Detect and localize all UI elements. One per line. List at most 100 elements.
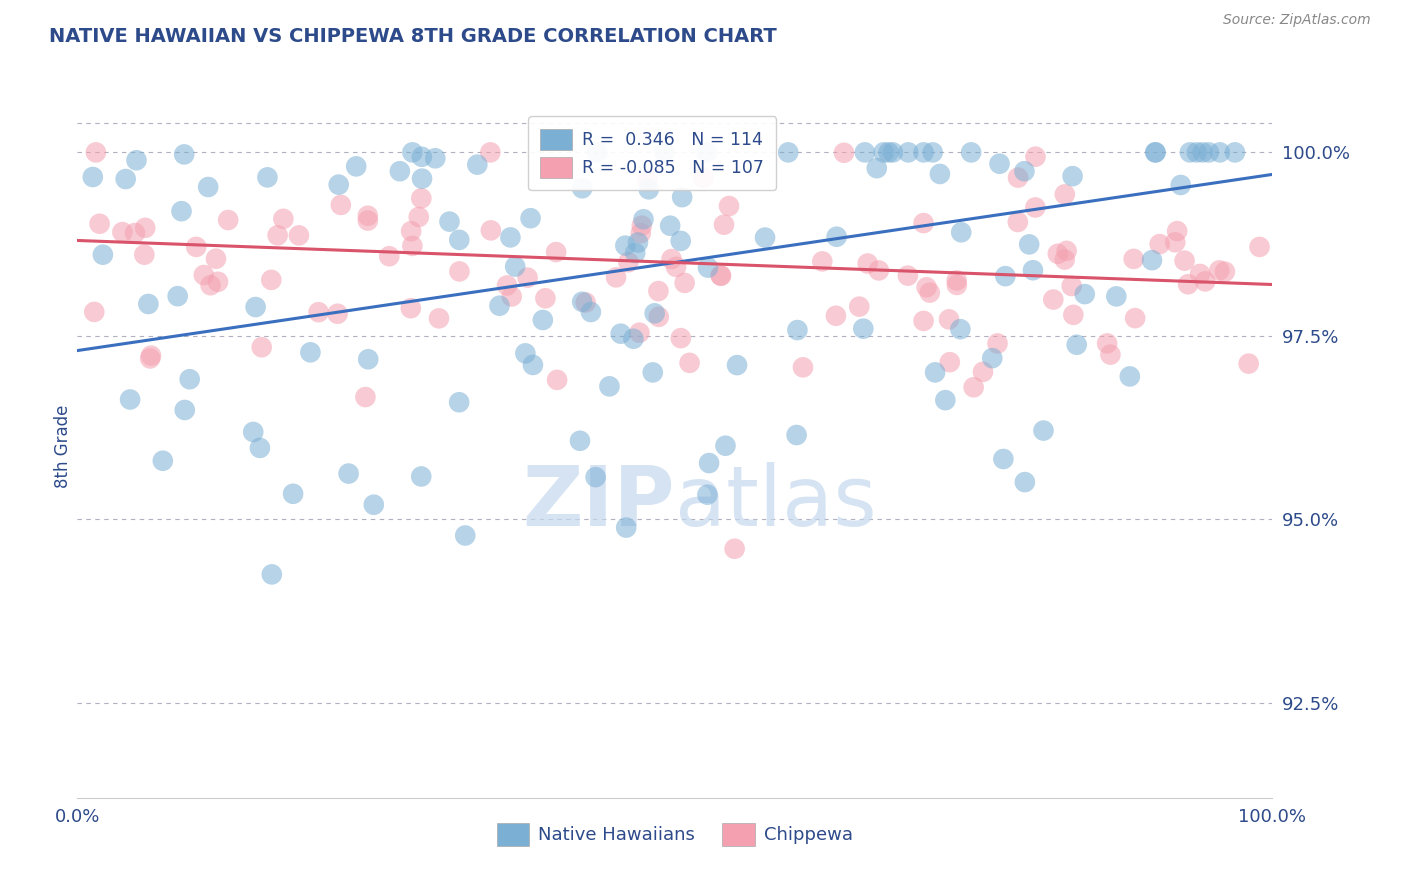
Point	[946, 277, 969, 292]
Point	[522, 358, 544, 372]
Point	[1056, 244, 1078, 258]
Point	[637, 182, 659, 196]
Point	[260, 273, 283, 287]
Point	[499, 230, 522, 244]
Point	[378, 249, 401, 263]
Point	[628, 326, 651, 340]
Point	[963, 380, 986, 394]
Point	[868, 263, 890, 277]
Point	[217, 213, 239, 227]
Point	[152, 454, 174, 468]
Point	[945, 273, 967, 287]
Point	[981, 351, 1004, 365]
Point	[866, 161, 889, 176]
Point	[1060, 279, 1083, 293]
Text: ZIP: ZIP	[523, 462, 675, 543]
Point	[1062, 169, 1084, 183]
Point	[669, 331, 692, 345]
Point	[928, 167, 950, 181]
Point	[134, 248, 156, 262]
Point	[465, 158, 488, 172]
Point	[546, 373, 568, 387]
Point	[179, 372, 201, 386]
Point	[266, 228, 288, 243]
Point	[427, 311, 450, 326]
Point	[83, 305, 105, 319]
Point	[120, 392, 142, 407]
Point	[363, 498, 385, 512]
Point	[571, 181, 593, 195]
Point	[614, 520, 637, 534]
Point	[853, 145, 876, 160]
Point	[918, 285, 941, 300]
Point	[242, 425, 264, 439]
Point	[166, 289, 188, 303]
Point	[496, 278, 519, 293]
Point	[586, 145, 609, 160]
Point	[1249, 240, 1271, 254]
Point	[357, 213, 380, 227]
Point	[515, 346, 537, 360]
Point	[598, 379, 620, 393]
Point	[988, 157, 1011, 171]
Point	[1194, 274, 1216, 288]
Point	[1099, 348, 1122, 362]
Point	[848, 300, 870, 314]
Point	[1042, 293, 1064, 307]
Point	[84, 145, 107, 160]
Point	[479, 145, 502, 160]
Point	[852, 321, 875, 335]
Point	[872, 145, 894, 160]
Point	[912, 145, 935, 160]
Point	[665, 260, 688, 274]
Point	[411, 171, 433, 186]
Point	[170, 204, 193, 219]
Point	[949, 322, 972, 336]
Point	[411, 191, 433, 205]
Point	[641, 366, 664, 380]
Point	[186, 240, 208, 254]
Point	[401, 239, 423, 253]
Text: Source: ZipAtlas.com: Source: ZipAtlas.com	[1223, 13, 1371, 28]
Point	[1014, 164, 1036, 178]
Point	[388, 164, 411, 178]
Point	[308, 305, 330, 319]
Point	[1122, 252, 1144, 266]
Legend: Native Hawaiians, Chippewa: Native Hawaiians, Chippewa	[489, 816, 860, 853]
Point	[986, 336, 1008, 351]
Point	[124, 226, 146, 240]
Point	[411, 150, 433, 164]
Point	[994, 269, 1017, 284]
Point	[1237, 357, 1260, 371]
Point	[449, 264, 471, 278]
Point	[614, 238, 637, 252]
Point	[1166, 224, 1188, 238]
Point	[1149, 237, 1171, 252]
Point	[1213, 265, 1236, 279]
Point	[671, 190, 693, 204]
Point	[411, 469, 433, 483]
Point	[960, 145, 983, 160]
Point	[1123, 311, 1146, 326]
Point	[1066, 337, 1088, 351]
Point	[173, 403, 195, 417]
Point	[503, 260, 526, 274]
Point	[825, 229, 848, 244]
Point	[401, 145, 423, 160]
Point	[534, 291, 557, 305]
Point	[82, 169, 104, 184]
Point	[912, 314, 935, 328]
Point	[329, 198, 352, 212]
Point	[1053, 252, 1076, 267]
Point	[575, 295, 598, 310]
Point	[710, 268, 733, 283]
Point	[897, 268, 920, 283]
Point	[288, 228, 311, 243]
Point	[1046, 247, 1069, 261]
Point	[696, 145, 718, 160]
Point	[193, 268, 215, 282]
Point	[697, 260, 720, 275]
Point	[938, 312, 960, 326]
Point	[1178, 145, 1201, 160]
Point	[1062, 308, 1084, 322]
